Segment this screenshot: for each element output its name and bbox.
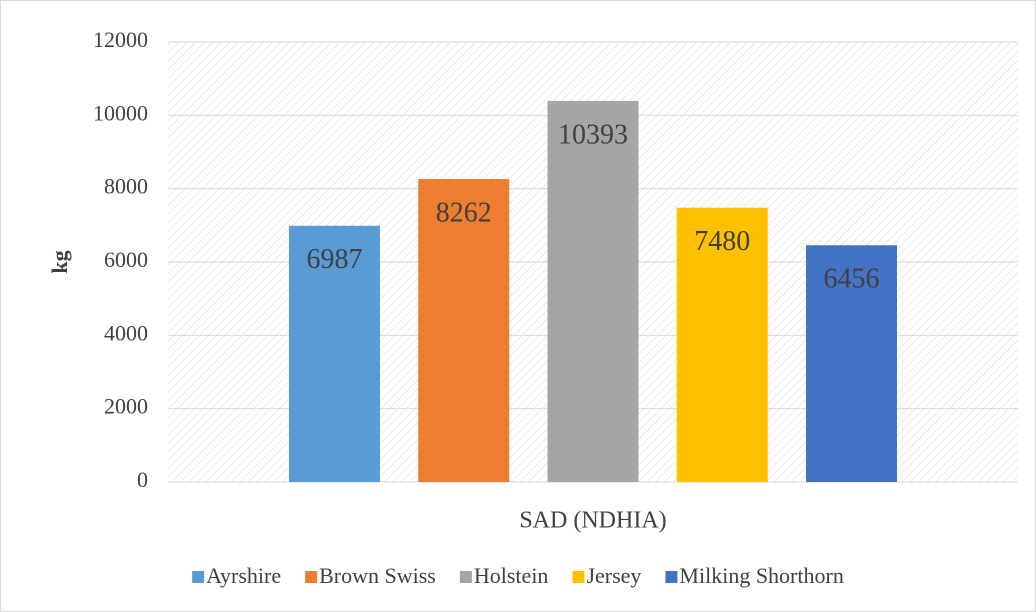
bar <box>806 245 897 482</box>
x-axis-category: SAD (NDHIA) <box>519 508 666 534</box>
y-tick-label: 0 <box>137 467 148 492</box>
data-label: 8262 <box>436 197 492 228</box>
legend-label: Jersey <box>586 563 641 588</box>
y-tick-label: 12000 <box>93 27 148 52</box>
y-tick-label: 8000 <box>104 174 148 199</box>
bar <box>289 225 380 482</box>
legend-swatch <box>459 571 472 583</box>
legend-label: Brown Swiss <box>319 563 436 588</box>
y-tick-label: 2000 <box>104 394 148 419</box>
bar <box>676 207 768 482</box>
bar <box>547 100 639 482</box>
legend-label: Holstein <box>474 563 549 588</box>
legend-label: Milking Shorthorn <box>679 563 843 588</box>
data-label: 7480 <box>694 226 750 257</box>
data-label: 6987 <box>307 244 363 275</box>
y-tick-label: 4000 <box>104 320 148 345</box>
y-tick-label: 6000 <box>104 247 148 272</box>
data-label: 10393 <box>558 119 628 150</box>
bar <box>418 179 510 482</box>
y-axis-title: kg <box>47 250 72 273</box>
legend-label: Ayrshire <box>206 563 281 588</box>
legend-swatch <box>572 571 585 583</box>
legend-swatch <box>192 571 205 583</box>
data-label: 6456 <box>824 264 880 295</box>
y-tick-label: 10000 <box>93 100 148 125</box>
legend-swatch <box>305 571 318 583</box>
legend-swatch <box>665 571 678 583</box>
